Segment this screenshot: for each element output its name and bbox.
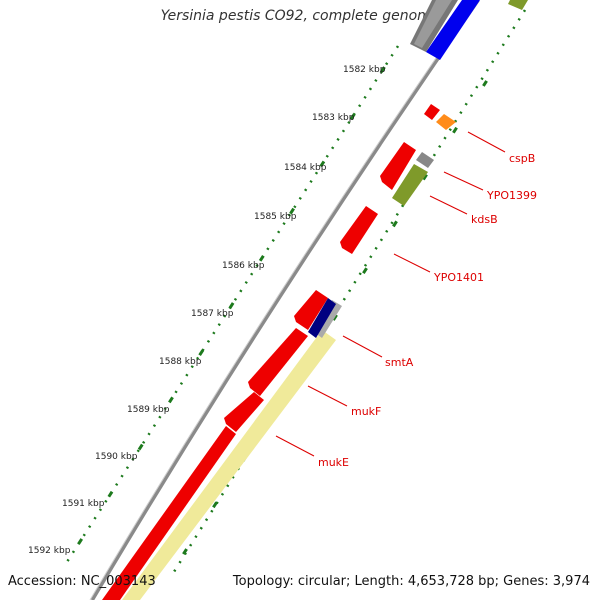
tick-mark <box>258 254 265 262</box>
tick-mark <box>228 302 235 309</box>
tick-labels: 1582 kbp 1583 kbp 1584 kbp 1585 kbp 1586… <box>28 65 386 556</box>
gene-label-smta: smtA <box>385 356 414 369</box>
tick-mark <box>137 443 144 451</box>
gene-feature-red <box>294 290 328 330</box>
tick-mark <box>107 490 114 498</box>
tick-mark <box>182 548 188 555</box>
leader-line <box>393 253 431 273</box>
tick-mark <box>362 267 368 275</box>
gene-feature-smta <box>308 298 336 338</box>
tick-mark <box>289 207 295 215</box>
tick-mark <box>332 314 338 321</box>
tick-mark <box>379 66 386 73</box>
gene-label-kdsb: kdsB <box>471 213 498 226</box>
leader-line <box>342 335 383 358</box>
gene-feature-ypo1401 <box>340 206 378 254</box>
tick-label: 1586 kbp <box>222 261 265 271</box>
tick-mark <box>198 349 205 357</box>
tick-label: 1585 kbp <box>254 212 297 222</box>
map-title: Yersinia pestis CO92, complete genome <box>160 8 440 24</box>
tick-mark <box>349 113 356 121</box>
rrna-feature-top <box>508 0 528 10</box>
gene-feature-kdsb <box>392 164 428 206</box>
feature-group-middle <box>340 104 456 254</box>
gene-label-ypo1401: YPO1401 <box>433 271 484 284</box>
leader-line <box>429 195 468 215</box>
blue-feature <box>426 0 480 60</box>
tick-label: 1584 kbp <box>284 163 327 173</box>
leader-line <box>275 435 315 457</box>
inner-dotted-ring <box>170 9 527 576</box>
tick-mark <box>77 538 84 545</box>
leader-line <box>467 131 506 153</box>
tick-label: 1588 kbp <box>159 357 202 367</box>
pale-track <box>122 330 336 600</box>
tick-label: 1590 kbp <box>95 452 138 462</box>
gene-label-cspb: cspB <box>509 152 535 165</box>
tick-label: 1587 kbp <box>191 309 234 319</box>
accession-text: Accession: NC_003143 <box>8 574 156 589</box>
genome-summary: Topology: circular; Length: 4,653,728 bp… <box>232 574 590 589</box>
tick-label: 1591 kbp <box>62 499 105 509</box>
tick-marks <box>77 66 488 555</box>
gene-label-ypo1399: YPO1399 <box>486 189 537 202</box>
tick-mark <box>168 396 174 404</box>
genome-backbone-light <box>89 0 477 600</box>
gene-feature-cspb-left <box>424 104 440 120</box>
gene-feature-gray <box>416 152 434 168</box>
gene-feature-red <box>224 392 264 432</box>
tick-mark <box>392 220 398 228</box>
gene-label-muke: mukE <box>318 456 349 469</box>
leader-line <box>307 385 348 407</box>
gene-feature-ypo1399 <box>380 142 416 190</box>
feature-group-lower <box>102 290 342 600</box>
tick-mark <box>422 173 428 181</box>
gene-labels: cspB YPO1399 kdsB YPO1401 smtA mukF mukE <box>318 152 537 469</box>
tick-mark <box>319 160 326 168</box>
tick-mark <box>482 80 488 87</box>
feature-group-top <box>410 0 528 60</box>
leader-line <box>443 171 484 191</box>
genome-backbone <box>90 0 480 600</box>
label-leaders <box>275 131 506 457</box>
tick-label: 1583 kbp <box>312 113 355 123</box>
gene-feature-red <box>102 426 236 600</box>
tick-mark <box>212 501 218 509</box>
tick-mark <box>452 126 458 134</box>
tick-label: 1582 kbp <box>343 65 386 75</box>
misc-feature-highlight <box>414 0 452 48</box>
gene-feature-red <box>248 328 308 396</box>
gene-label-mukf: mukF <box>351 405 381 418</box>
tick-label: 1592 kbp <box>28 546 71 556</box>
gene-feature-cspb <box>436 114 456 130</box>
tick-label: 1589 kbp <box>127 405 170 415</box>
